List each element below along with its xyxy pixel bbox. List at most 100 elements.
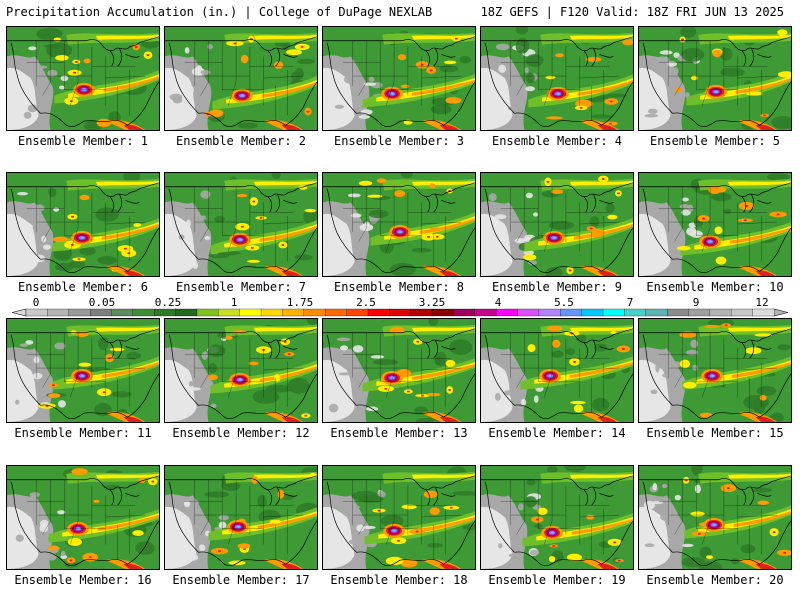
ensemble-map-panel (322, 172, 476, 277)
precipitation-map (481, 27, 633, 130)
colorbar-swatch (25, 308, 48, 317)
colorbar-swatch (752, 308, 775, 317)
colorbar-swatch (517, 308, 540, 317)
precipitation-map (7, 319, 159, 422)
ensemble-map-panel (638, 26, 792, 131)
ensemble-map-panel (164, 172, 318, 277)
precipitation-map (639, 27, 791, 130)
colorbar-swatch (602, 308, 625, 317)
colorbar-tick-label: 0.25 (155, 296, 182, 309)
precipitation-map (165, 173, 317, 276)
ensemble-member-label: Ensemble Member: 6 (17, 280, 149, 294)
ensemble-member-label: Ensemble Member: 8 (333, 280, 465, 294)
colorbar-swatch (645, 308, 668, 317)
precipitation-map (165, 466, 317, 569)
colorbar-high-arrow (773, 308, 788, 317)
precipitation-map (323, 27, 475, 130)
precipitation-colorbar: 0 0.05 0.25 1 1.75 2.5 3.25 4 5.5 7 9 12 (12, 296, 788, 320)
ensemble-member-label: Ensemble Member: 9 (491, 280, 623, 294)
ensemble-map-panel (164, 465, 318, 570)
colorbar-swatch (68, 308, 91, 317)
colorbar-swatch (367, 308, 390, 317)
colorbar-swatch (239, 308, 262, 317)
colorbar-swatch (453, 308, 476, 317)
colorbar-swatch (431, 308, 454, 317)
colorbar-swatch (196, 308, 219, 317)
precipitation-map (165, 319, 317, 422)
ensemble-map-panel (164, 318, 318, 423)
precipitation-map (639, 173, 791, 276)
colorbar-swatch (389, 308, 412, 317)
colorbar-tick-label: 1 (231, 296, 238, 309)
colorbar-swatch (581, 308, 604, 317)
ensemble-map-panel (322, 465, 476, 570)
colorbar-swatch (260, 308, 283, 317)
ensemble-member-label: Ensemble Member: 1 (17, 134, 149, 148)
precipitation-map (7, 466, 159, 569)
precipitation-map (323, 466, 475, 569)
run-valid-time: 18Z GEFS | F120 Valid: 18Z FRI JUN 13 20… (480, 5, 784, 19)
ensemble-member-label: Ensemble Member: 13 (330, 426, 468, 440)
precipitation-map (323, 173, 475, 276)
precipitation-map (7, 173, 159, 276)
precipitation-map (7, 27, 159, 130)
ensemble-member-label: Ensemble Member: 10 (646, 280, 784, 294)
colorbar-swatch (325, 308, 348, 317)
colorbar-swatch (560, 308, 583, 317)
ensemble-member-label: Ensemble Member: 16 (14, 573, 152, 587)
colorbar-graphic: 0 0.05 0.25 1 1.75 2.5 3.25 4 5.5 7 9 12 (12, 296, 788, 317)
ensemble-map-panel (638, 465, 792, 570)
precipitation-map (481, 319, 633, 422)
colorbar-swatch (709, 308, 732, 317)
ensemble-member-label: Ensemble Member: 3 (333, 134, 465, 148)
colorbar-tick-label: 7 (627, 296, 634, 309)
colorbar-tick-label: 1.75 (287, 296, 314, 309)
ensemble-map-panel (164, 26, 318, 131)
colorbar-swatch (688, 308, 711, 317)
precipitation-map (323, 319, 475, 422)
ensemble-map-panel (480, 318, 634, 423)
colorbar-low-arrow (12, 308, 27, 317)
ensemble-map-panel (6, 465, 160, 570)
colorbar-swatch (496, 308, 518, 317)
ensemble-member-label: Ensemble Member: 12 (172, 426, 310, 440)
ensemble-member-label: Ensemble Member: 2 (175, 134, 307, 148)
colorbar-swatch (624, 308, 647, 317)
colorbar-swatch (303, 308, 326, 317)
ensemble-map-panel (638, 172, 792, 277)
ensemble-map-panel (6, 318, 160, 423)
ensemble-member-label: Ensemble Member: 20 (646, 573, 784, 587)
colorbar-swatch (538, 308, 561, 317)
ensemble-member-label: Ensemble Member: 19 (488, 573, 626, 587)
ensemble-member-label: Ensemble Member: 4 (491, 134, 623, 148)
colorbar-tick-label: 0 (33, 296, 40, 309)
ensemble-member-label: Ensemble Member: 11 (14, 426, 152, 440)
ensemble-member-label: Ensemble Member: 7 (175, 280, 307, 294)
ensemble-map-panel (480, 172, 634, 277)
colorbar-swatch (89, 308, 112, 317)
colorbar-swatch (175, 308, 198, 317)
precipitation-map (481, 466, 633, 569)
ensemble-member-label: Ensemble Member: 14 (488, 426, 626, 440)
ensemble-map-panel (322, 26, 476, 131)
colorbar-tick-label: 9 (693, 296, 700, 309)
ensemble-map-panel (6, 26, 160, 131)
chart-title: Precipitation Accumulation (in.) | Colle… (6, 5, 433, 19)
ensemble-map-panel (638, 318, 792, 423)
precipitation-map (639, 319, 791, 422)
colorbar-swatch (132, 308, 155, 317)
colorbar-tick-label: 3.25 (419, 296, 446, 309)
ensemble-map-panel (322, 318, 476, 423)
colorbar-tick-label: 4 (495, 296, 502, 309)
ensemble-member-label: Ensemble Member: 5 (649, 134, 781, 148)
colorbar-swatch (410, 308, 433, 317)
colorbar-swatch (111, 308, 134, 317)
precipitation-map (481, 173, 633, 276)
ensemble-map-panel (480, 465, 634, 570)
colorbar-swatch (47, 308, 70, 317)
ensemble-map-panel (6, 172, 160, 277)
precipitation-map (165, 27, 317, 130)
colorbar-swatch (666, 308, 689, 317)
colorbar-swatch (154, 308, 177, 317)
colorbar-swatch (731, 308, 754, 317)
